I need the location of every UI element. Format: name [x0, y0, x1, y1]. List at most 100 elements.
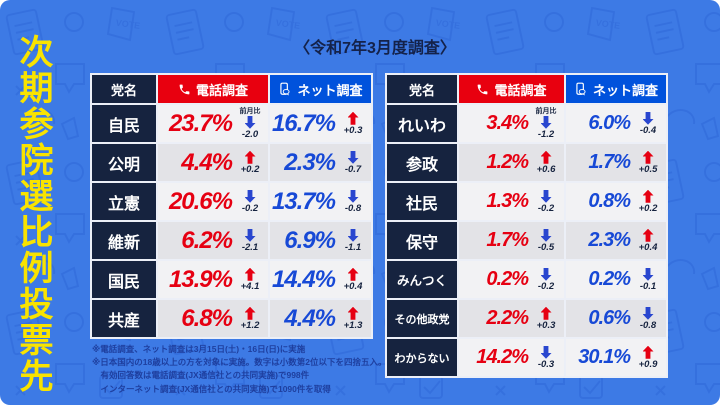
up-arrow-icon: [347, 267, 359, 281]
phone-percentage: 1.7%: [486, 229, 529, 251]
phone-percentage: 20.6%: [168, 187, 233, 215]
net-survey-value-cell: 0.8% +0.2: [566, 183, 666, 220]
net-percentage: 4.4%: [284, 304, 336, 332]
month-change: -0.2: [533, 267, 559, 292]
up-arrow-icon: [244, 267, 256, 281]
phone-percentage: 23.7%: [168, 109, 233, 137]
phone-survey-value-cell: 4.4% +0.2: [158, 144, 268, 181]
phone-survey-label: 電話調査: [195, 82, 248, 98]
phone-percentage: 1.2%: [486, 151, 529, 173]
net-survey-value-cell: 14.4% +0.4: [270, 261, 371, 298]
month-change: -0.2: [237, 189, 263, 214]
net-survey-value-cell: 30.1% +0.9: [566, 339, 666, 376]
change-value: -0.8: [344, 202, 362, 214]
net-survey-value-cell: 4.4% +1.3: [270, 300, 371, 337]
month-change: +0.2: [635, 189, 661, 214]
month-change: +0.5: [635, 150, 661, 175]
party-name-cell: 維新: [92, 222, 156, 259]
month-change: -0.8: [340, 189, 366, 214]
phone-survey-value-cell: 1.7% -0.5: [459, 222, 564, 259]
change-value: -2.0: [241, 128, 259, 140]
phone-percentage: 6.8%: [181, 304, 233, 332]
net-percentage: 30.1%: [578, 346, 631, 368]
change-value: -0.7: [344, 163, 362, 175]
down-arrow-icon: [642, 111, 654, 125]
change-value: +0.4: [638, 241, 658, 253]
survey-period-title: 〈令和7年3月度調査〉: [294, 40, 456, 57]
smartphone-icon: [574, 82, 588, 96]
party-name-cell: その他政党: [387, 300, 457, 337]
phone-survey-value-cell: 6.8% +1.2: [158, 300, 268, 337]
footnote-line: 有効回答数は電話調査(JX通信社との共同実施)で998件: [92, 370, 310, 381]
month-change: +0.4: [635, 228, 661, 253]
change-value: +0.5: [638, 163, 658, 175]
phone-icon: [476, 83, 489, 96]
change-value: +0.2: [240, 163, 260, 175]
party-column-header: 党名: [387, 75, 457, 103]
change-value: +0.2: [638, 202, 658, 214]
up-arrow-icon: [540, 150, 552, 164]
month-change: +0.2: [237, 150, 263, 175]
change-value: +1.2: [240, 319, 260, 331]
phone-survey-label: 電話調査: [494, 82, 547, 98]
party-name-cell: 保守: [387, 222, 457, 259]
change-value: -0.2: [537, 202, 555, 214]
up-arrow-icon: [244, 150, 256, 164]
up-arrow-icon: [642, 228, 654, 242]
down-arrow-icon: [540, 345, 552, 359]
phone-survey-value-cell: 23.7% 前月比 -2.0: [158, 105, 268, 142]
net-survey-value-cell: 2.3% -0.7: [270, 144, 371, 181]
poll-table-major-parties: 党名 電話調査 ネット調査 自民 23.7% 前月比 -2.0 16.7%: [90, 73, 373, 339]
net-survey-value-cell: 0.2% -0.1: [566, 261, 666, 298]
month-change: 前月比 -1.2: [533, 108, 559, 140]
month-change: +0.4: [340, 267, 366, 292]
month-change: +0.6: [533, 150, 559, 175]
change-value: +4.1: [240, 280, 260, 292]
up-arrow-icon: [347, 111, 359, 125]
phone-percentage: 2.2%: [486, 307, 529, 329]
month-change: +0.9: [635, 345, 661, 370]
phone-percentage: 6.2%: [181, 226, 233, 254]
phone-percentage: 14.2%: [476, 346, 529, 368]
up-arrow-icon: [642, 150, 654, 164]
down-arrow-icon: [244, 115, 256, 129]
down-arrow-icon: [244, 189, 256, 203]
change-value: +0.3: [343, 124, 363, 136]
phone-survey-column-header: 電話調査: [158, 75, 268, 103]
change-value: -0.2: [241, 202, 259, 214]
phone-survey-value-cell: 0.2% -0.2: [459, 261, 564, 298]
net-survey-label: ネット調査: [297, 82, 363, 98]
party-name-cell: 公明: [92, 144, 156, 181]
month-change: +1.3: [340, 306, 366, 331]
party-name-cell: わからない: [387, 339, 457, 376]
phone-percentage: 3.4%: [486, 112, 529, 134]
change-value: -0.3: [537, 358, 555, 370]
survey-footnotes: ※電話調査、ネット調査は3月15日(土)・16日(日)に実施 ※日本国内の18歳…: [92, 343, 422, 396]
down-arrow-icon: [540, 228, 552, 242]
party-name-cell: 共産: [92, 300, 156, 337]
net-percentage: 2.3%: [588, 229, 631, 251]
up-arrow-icon: [642, 345, 654, 359]
phone-percentage: 0.2%: [486, 268, 529, 290]
change-value: -0.2: [537, 280, 555, 292]
net-percentage: 0.6%: [588, 307, 631, 329]
net-percentage: 1.7%: [588, 151, 631, 173]
down-arrow-icon: [540, 189, 552, 203]
up-arrow-icon: [244, 306, 256, 320]
month-change: -1.1: [340, 228, 366, 253]
down-arrow-icon: [347, 228, 359, 242]
phone-survey-value-cell: 14.2% -0.3: [459, 339, 564, 376]
month-change: -0.5: [533, 228, 559, 253]
net-survey-label: ネット調査: [592, 82, 658, 98]
change-value: +0.6: [536, 163, 556, 175]
poll-table-minor-parties: 党名 電話調査 ネット調査 れいわ 3.4% 前月比 -1.2 6.0%: [385, 73, 668, 378]
party-name-cell: れいわ: [387, 105, 457, 142]
change-value: -0.5: [537, 241, 555, 253]
month-change: -0.1: [635, 267, 661, 292]
change-value: -1.1: [344, 241, 362, 253]
month-change: -2.1: [237, 228, 263, 253]
phone-icon: [178, 83, 191, 96]
net-percentage: 0.8%: [588, 190, 631, 212]
month-change: -0.8: [635, 306, 661, 331]
